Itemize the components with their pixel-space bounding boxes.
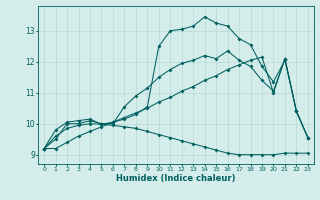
X-axis label: Humidex (Indice chaleur): Humidex (Indice chaleur): [116, 174, 236, 183]
